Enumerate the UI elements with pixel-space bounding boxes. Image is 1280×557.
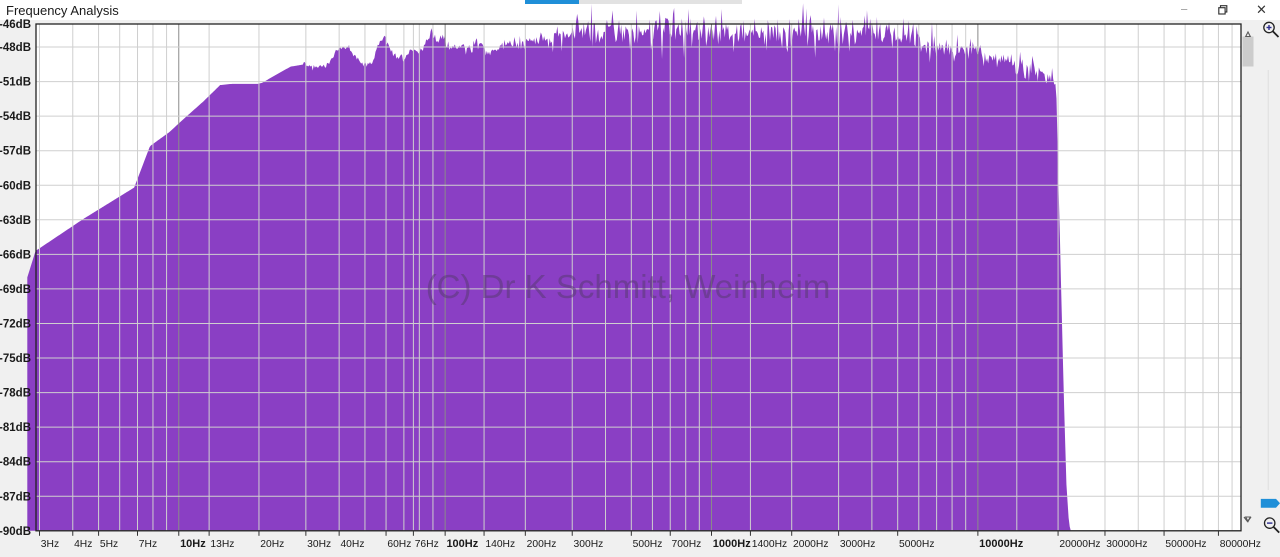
svg-text:-63dB: -63dB xyxy=(0,215,31,227)
svg-text:-75dB: -75dB xyxy=(0,353,31,365)
svg-text:500Hz: 500Hz xyxy=(633,539,663,550)
svg-text:1400Hz: 1400Hz xyxy=(752,539,788,550)
svg-text:4Hz: 4Hz xyxy=(74,539,92,550)
svg-text:(C) Dr K Schmitt, Weinheim: (C) Dr K Schmitt, Weinheim xyxy=(426,268,831,305)
svg-text:50000Hz: 50000Hz xyxy=(1165,539,1206,550)
svg-text:1000Hz: 1000Hz xyxy=(713,538,751,550)
svg-text:-48dB: -48dB xyxy=(0,42,31,54)
svg-text:100Hz: 100Hz xyxy=(446,538,478,550)
svg-text:140Hz: 140Hz xyxy=(485,539,515,550)
svg-text:13Hz: 13Hz xyxy=(210,539,234,550)
svg-text:10Hz: 10Hz xyxy=(180,538,206,550)
svg-text:80000Hz: 80000Hz xyxy=(1220,539,1261,550)
svg-text:300Hz: 300Hz xyxy=(574,539,604,550)
svg-text:200Hz: 200Hz xyxy=(527,539,557,550)
svg-text:-84dB: -84dB xyxy=(0,457,31,469)
svg-text:40Hz: 40Hz xyxy=(340,539,364,550)
svg-text:-78dB: -78dB xyxy=(0,388,31,400)
svg-text:-66dB: -66dB xyxy=(0,249,31,261)
svg-text:30Hz: 30Hz xyxy=(307,539,331,550)
svg-text:2000Hz: 2000Hz xyxy=(793,539,829,550)
svg-text:-81dB: -81dB xyxy=(0,422,31,434)
svg-text:-51dB: -51dB xyxy=(0,77,31,89)
svg-text:-57dB: -57dB xyxy=(0,146,31,158)
svg-text:3000Hz: 3000Hz xyxy=(840,539,876,550)
svg-text:-60dB: -60dB xyxy=(0,180,31,192)
svg-text:700Hz: 700Hz xyxy=(672,539,702,550)
svg-text:-87dB: -87dB xyxy=(0,491,31,503)
svg-text:-90dB: -90dB xyxy=(0,526,31,538)
svg-text:30000Hz: 30000Hz xyxy=(1106,539,1147,550)
svg-text:76Hz: 76Hz xyxy=(415,539,439,550)
svg-text:3Hz: 3Hz xyxy=(41,539,59,550)
svg-text:-46dB: -46dB xyxy=(0,19,31,31)
svg-text:-72dB: -72dB xyxy=(0,318,31,330)
svg-text:7Hz: 7Hz xyxy=(139,539,157,550)
svg-text:10000Hz: 10000Hz xyxy=(979,538,1024,550)
svg-text:5Hz: 5Hz xyxy=(100,539,118,550)
svg-text:-54dB: -54dB xyxy=(0,111,31,123)
svg-text:20000Hz: 20000Hz xyxy=(1059,539,1100,550)
svg-text:60Hz: 60Hz xyxy=(387,539,411,550)
svg-text:20Hz: 20Hz xyxy=(260,539,284,550)
svg-text:-69dB: -69dB xyxy=(0,284,31,296)
svg-text:5000Hz: 5000Hz xyxy=(899,539,935,550)
